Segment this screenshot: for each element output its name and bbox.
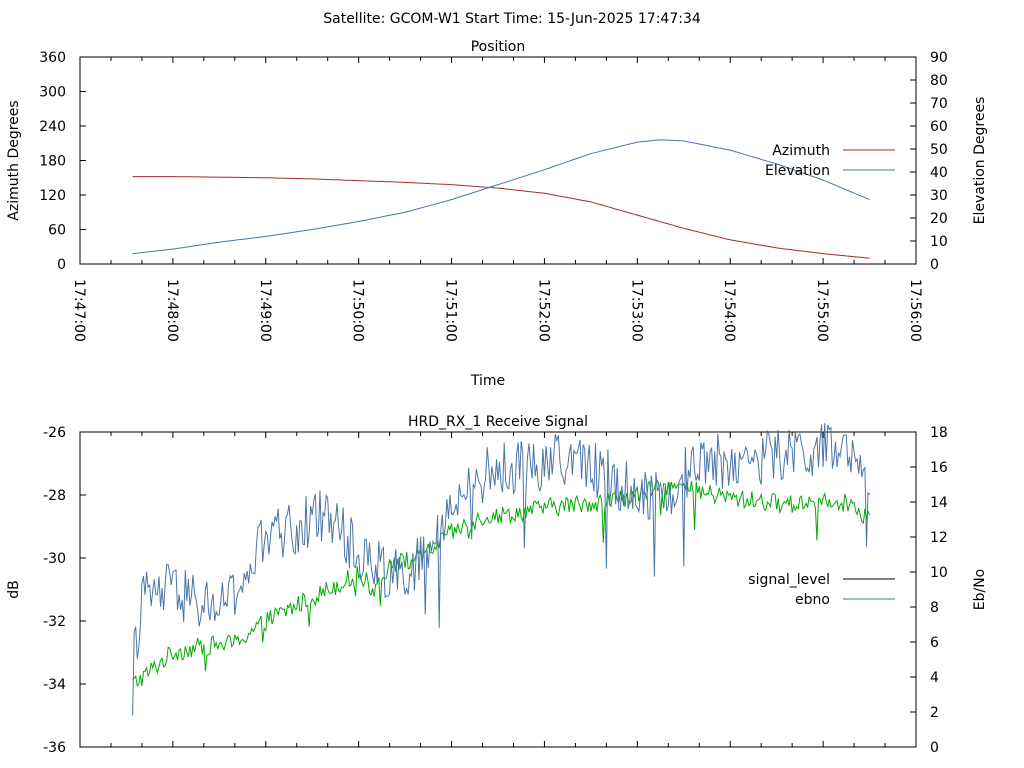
legend-label-signal-level: signal_level xyxy=(748,572,830,588)
legend-label-elevation: Elevation xyxy=(765,163,830,179)
y2-tick-label: 6 xyxy=(930,635,939,651)
y2-tick-label: 60 xyxy=(930,119,948,135)
y2-tick-label: 10 xyxy=(930,234,948,250)
y-axis-label: dB xyxy=(6,580,22,599)
x-tick-label: 17:54:00 xyxy=(721,279,737,342)
y-tick-label: -32 xyxy=(43,614,66,630)
y2-tick-label: 70 xyxy=(930,96,948,112)
legend-label-azimuth: Azimuth xyxy=(772,143,830,159)
y2-tick-label: 10 xyxy=(930,565,948,581)
y2-tick-label: 14 xyxy=(930,495,948,511)
y2-tick-label: 2 xyxy=(930,705,939,721)
plot-frame xyxy=(79,56,917,265)
y2-tick-label: 40 xyxy=(930,165,948,181)
series-line-azimuth xyxy=(132,176,870,259)
plot-frame xyxy=(79,431,917,748)
y-tick-label: 300 xyxy=(39,85,66,101)
y-tick-label: -34 xyxy=(43,677,66,693)
x-tick-label: 17:48:00 xyxy=(164,279,180,342)
y-axis-label: Azimuth Degrees xyxy=(6,100,22,220)
y-tick-label: 60 xyxy=(48,223,66,239)
y-tick-label: -26 xyxy=(43,425,66,441)
series-line-signal-level xyxy=(132,479,871,687)
x-tick-label: 17:50:00 xyxy=(350,279,366,342)
x-tick-label: 17:49:00 xyxy=(257,279,273,342)
y2-tick-label: 8 xyxy=(930,600,939,616)
y-tick-label: 240 xyxy=(39,119,66,135)
chart-title: Position xyxy=(471,39,526,55)
y2-tick-label: 30 xyxy=(930,188,948,204)
y2-tick-label: 12 xyxy=(930,530,948,546)
y-tick-label: -36 xyxy=(43,740,66,756)
y2-tick-label: 0 xyxy=(930,257,939,273)
legend-label-ebno: ebno xyxy=(795,592,830,608)
y2-tick-label: 18 xyxy=(930,425,948,441)
position-chart: Position 0 60 120 180 240 300 360 0 10 20 30 40 50 60 7… xyxy=(6,39,988,389)
y2-tick-label: 80 xyxy=(930,73,948,89)
y-tick-label: -30 xyxy=(43,551,66,567)
x-tick-label: 17:47:00 xyxy=(71,279,87,342)
y2-axis-label: Eb/No xyxy=(972,569,988,611)
series-line-elevation xyxy=(132,139,870,255)
y-tick-label: 360 xyxy=(39,50,66,66)
y2-tick-label: 90 xyxy=(930,50,948,66)
y2-tick-label: 16 xyxy=(930,460,948,476)
series-line-ebno xyxy=(132,423,870,716)
y-tick-label: -28 xyxy=(43,488,66,504)
y2-tick-label: 0 xyxy=(930,740,939,756)
y-tick-label: 180 xyxy=(39,154,66,170)
y2-axis-label: Elevation Degrees xyxy=(972,97,988,225)
page-title: Satellite: GCOM-W1 Start Time: 15-Jun-20… xyxy=(323,11,701,27)
y2-tick-label: 4 xyxy=(930,670,939,686)
y-tick-label: 120 xyxy=(39,188,66,204)
chart-title: HRD_RX_1 Receive Signal xyxy=(408,414,588,430)
y2-tick-label: 20 xyxy=(930,211,948,227)
x-tick-label: 17:53:00 xyxy=(628,279,644,342)
x-axis-label: Time xyxy=(470,373,505,389)
y2-tick-label: 50 xyxy=(930,142,948,158)
x-tick-label: 17:52:00 xyxy=(535,279,551,342)
x-tick-label: 17:56:00 xyxy=(907,279,923,342)
x-tick-label: 17:51:00 xyxy=(443,279,459,342)
y-tick-label: 0 xyxy=(57,257,66,273)
receive-signal-chart: HRD_RX_1 Receive Signal -36 -34 -32 -30 -28 -2… xyxy=(6,414,988,756)
x-tick-label: 17:55:00 xyxy=(814,279,830,342)
